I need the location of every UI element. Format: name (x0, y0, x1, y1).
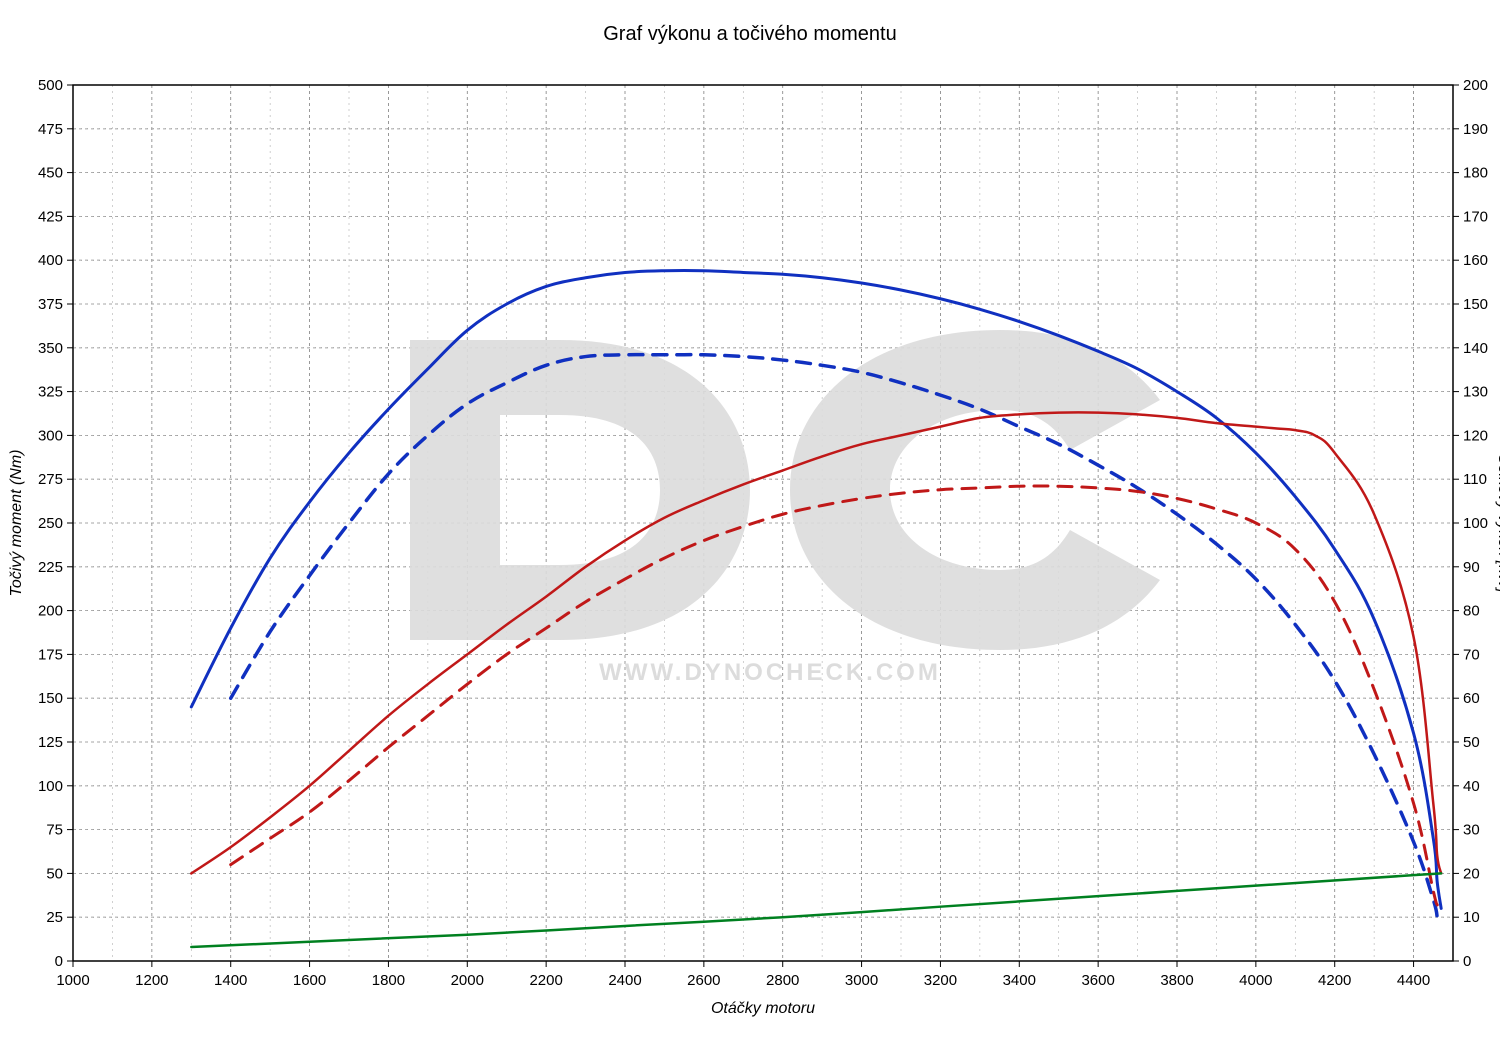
y-right-tick-label: 30 (1463, 822, 1480, 839)
chart-title: Graf výkonu a točivého momentu (603, 23, 896, 45)
x-tick-label: 2800 (766, 972, 799, 989)
y-right-tick-label: 60 (1463, 690, 1480, 707)
y-left-tick-label: 475 (38, 121, 63, 138)
x-tick-label: 2200 (529, 972, 562, 989)
y-left-tick-label: 325 (38, 384, 63, 401)
y-right-tick-label: 170 (1463, 208, 1488, 225)
y-right-tick-label: 70 (1463, 646, 1480, 663)
y-right-tick-label: 0 (1463, 953, 1471, 970)
y-left-tick-label: 150 (38, 690, 63, 707)
y-right-tick-label: 110 (1463, 471, 1487, 488)
y-left-tick-label: 225 (38, 559, 63, 576)
y-left-tick-label: 300 (38, 427, 63, 444)
y-left-tick-label: 425 (38, 208, 63, 225)
x-tick-label: 1200 (135, 972, 168, 989)
y-right-tick-label: 140 (1463, 340, 1488, 357)
y-right-tick-label: 20 (1463, 865, 1480, 882)
y-right-tick-label: 40 (1463, 778, 1480, 795)
x-tick-label: 1800 (372, 972, 405, 989)
y-right-tick-label: 190 (1463, 121, 1488, 138)
x-tick-label: 4400 (1397, 972, 1430, 989)
x-tick-label: 3000 (845, 972, 878, 989)
x-tick-label: 3600 (1081, 972, 1114, 989)
y-right-tick-label: 10 (1463, 909, 1480, 926)
y-left-axis-label: Točivý moment (Nm) (8, 450, 25, 597)
chart-svg: Graf výkonu a točivého momentu WWW.DYNOCH… (0, 0, 1500, 1040)
x-tick-label: 1000 (56, 972, 89, 989)
watermark-text: WWW.DYNOCHECK.COM (599, 659, 941, 686)
x-tick-label: 2000 (451, 972, 484, 989)
x-tick-label: 2600 (687, 972, 720, 989)
y-left-tick-label: 200 (38, 603, 63, 620)
y-left-tick-label: 275 (38, 471, 63, 488)
y-right-tick-label: 120 (1463, 427, 1488, 444)
y-right-tick-label: 200 (1463, 77, 1488, 94)
grid (73, 85, 1453, 961)
x-tick-label: 3200 (924, 972, 957, 989)
dyno-chart: Graf výkonu a točivého momentu WWW.DYNOCH… (0, 0, 1500, 1040)
y-left-tick-label: 250 (38, 515, 63, 532)
y-right-axis-label: Celkový výkon [kW] (1495, 453, 1500, 593)
y-left-tick-label: 125 (38, 734, 63, 751)
y-right-tick-label: 80 (1463, 603, 1480, 620)
y-left-tick-label: 25 (46, 909, 63, 926)
y-left-tick-label: 500 (38, 77, 63, 94)
y-right-tick-label: 50 (1463, 734, 1480, 751)
x-tick-label: 1600 (293, 972, 326, 989)
y-left-tick-label: 450 (38, 165, 63, 182)
y-left-tick-label: 75 (46, 822, 63, 839)
x-axis-label: Otáčky motoru (711, 1000, 815, 1017)
y-left-tick-label: 350 (38, 340, 63, 357)
y-left-tick-label: 400 (38, 252, 63, 269)
y-right-tick-label: 160 (1463, 252, 1488, 269)
y-right-tick-label: 180 (1463, 165, 1488, 182)
x-tick-label: 2400 (608, 972, 641, 989)
y-right-tick-label: 100 (1463, 515, 1488, 532)
y-right-tick-label: 90 (1463, 559, 1480, 576)
x-tick-label: 3800 (1160, 972, 1193, 989)
y-right-tick-label: 130 (1463, 384, 1488, 401)
x-tick-label: 4000 (1239, 972, 1272, 989)
y-left-tick-label: 175 (38, 646, 63, 663)
x-tick-label: 4200 (1318, 972, 1351, 989)
y-left-tick-label: 375 (38, 296, 63, 313)
y-left-tick-label: 50 (46, 865, 63, 882)
x-tick-label: 1400 (214, 972, 247, 989)
y-left-tick-label: 0 (55, 953, 63, 970)
x-tick-label: 3400 (1003, 972, 1036, 989)
y-right-tick-label: 150 (1463, 296, 1488, 313)
y-left-tick-label: 100 (38, 778, 63, 795)
